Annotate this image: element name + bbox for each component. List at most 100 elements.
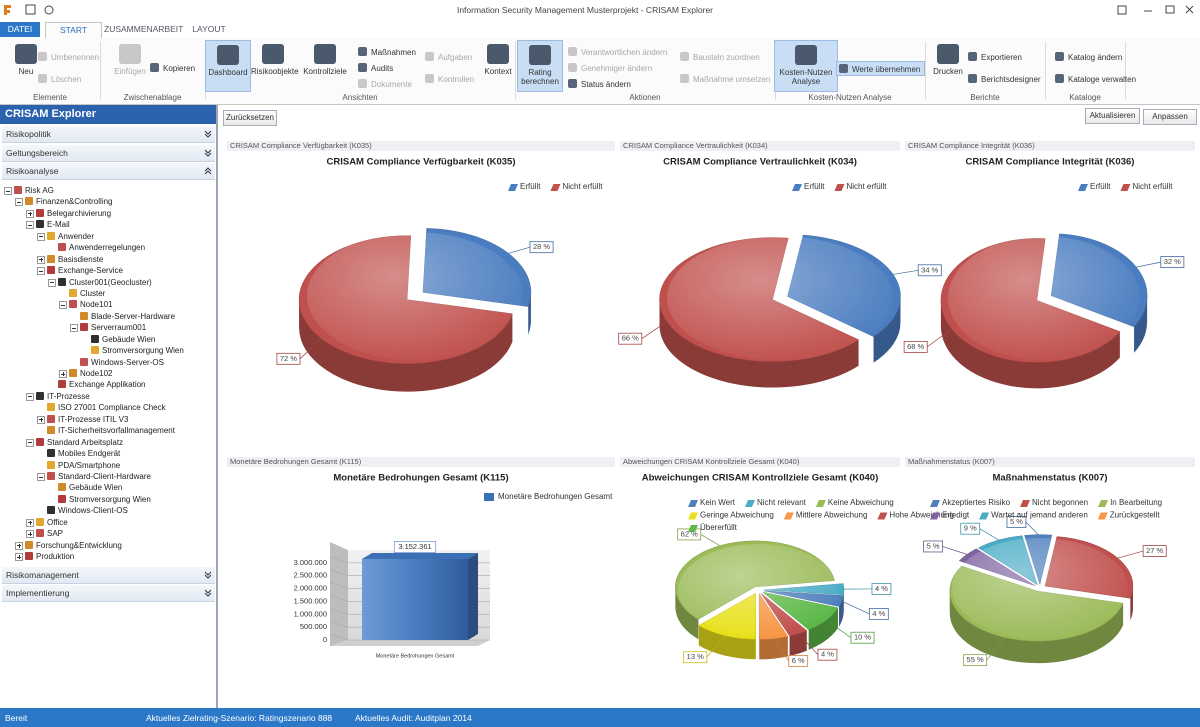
panel-header: [620, 457, 900, 467]
ribbon-button[interactable]: Umbenennen: [36, 50, 103, 63]
section-chevron[interactable]: [204, 149, 212, 157]
section-label: Geltungsbereich: [6, 147, 68, 158]
tree-icon: [69, 288, 77, 297]
bar: [362, 558, 468, 640]
ribbon-button[interactable]: Rating berechnen: [517, 40, 563, 92]
value-label: 5 %: [1010, 517, 1023, 526]
value-label: 28 %: [533, 242, 550, 251]
panel-header: [620, 141, 900, 151]
ribbon-button[interactable]: Drucken: [926, 40, 970, 90]
value-label: 13 %: [687, 652, 704, 661]
explorer-section[interactable]: Risikomanagement: [2, 567, 215, 584]
tree-icon: [80, 311, 88, 320]
legend-swatch: [744, 500, 755, 507]
ribbon-button[interactable]: Bausteln zuordnen: [678, 50, 764, 63]
legend-swatch: [484, 493, 494, 501]
ribbon-button[interactable]: Exportieren: [966, 50, 1026, 63]
section-chevron[interactable]: [204, 571, 212, 579]
refresh-button[interactable]: Aktualisieren: [1085, 108, 1140, 124]
ribbon-button[interactable]: Katalog ändern: [1053, 50, 1126, 63]
value-label: 32 %: [1164, 257, 1181, 266]
section-label: Risikomanagement: [6, 570, 79, 580]
ribbon-button[interactable]: Löschen: [36, 72, 85, 85]
maximize[interactable]: [1165, 5, 1175, 14]
value-label-box: [817, 648, 838, 661]
tree-expander: [48, 278, 56, 287]
panel-header-label: CRISAM Compliance Verfügbarkeit (K035): [230, 141, 372, 150]
tree-expander: [26, 518, 34, 527]
tree-expander: [26, 221, 34, 230]
ribbon-tab[interactable]: ZUSAMMENARBEIT: [104, 24, 184, 34]
ribbon: Elemente Neu Umbenennen Löschen Zwischenabla…: [0, 38, 1200, 105]
ribbon-button[interactable]: Genehmiger ändern: [566, 61, 656, 74]
ribbon-button[interactable]: Status ändern: [566, 77, 635, 90]
button-icon: [358, 47, 367, 56]
explorer-section[interactable]: Risikopolitik: [2, 126, 215, 143]
ribbon-button[interactable]: Dashboard: [205, 40, 251, 92]
value-label: 6 %: [792, 656, 805, 665]
section-chevron[interactable]: [204, 130, 212, 138]
tree-icon: [80, 357, 88, 366]
explorer-section[interactable]: Geltungsbereich: [2, 144, 215, 162]
tree-expander: [59, 370, 67, 379]
close[interactable]: [1185, 5, 1194, 14]
ribbon-tabs: DATEI START ZUSAMMENARBEIT LAYOUT: [0, 20, 1200, 39]
refresh-icon[interactable]: [44, 5, 54, 15]
ribbon-button[interactable]: Einfügen: [108, 40, 152, 90]
expander-bar: [28, 442, 32, 444]
value-label-box: [1006, 516, 1027, 528]
tree-icon: [36, 529, 44, 538]
ribbon-tab[interactable]: START: [45, 22, 102, 39]
legend-label: Erfüllt: [1090, 182, 1111, 191]
help-icon[interactable]: [1117, 5, 1127, 15]
ribbon-button[interactable]: Kontext: [476, 40, 520, 90]
ribbon-button[interactable]: Aufgaben: [423, 50, 476, 63]
expander-bar: [39, 476, 43, 478]
section-chevron[interactable]: [204, 167, 212, 175]
ribbon-button[interactable]: Risikoobjekte: [251, 40, 299, 90]
quick-access: [4, 4, 54, 15]
button-icon: [839, 64, 848, 73]
ribbon-button[interactable]: Maßnahmen: [356, 45, 420, 58]
ribbon-button[interactable]: Berichtsdesigner: [966, 72, 1045, 85]
section-chevron[interactable]: [204, 589, 212, 597]
explorer-section[interactable]: Risikoanalyse: [2, 163, 215, 180]
save-icon[interactable]: [25, 4, 36, 15]
ribbon-button[interactable]: Kontrollziele: [303, 40, 347, 90]
button-icon: [1055, 52, 1064, 61]
ribbon-button[interactable]: Audits: [356, 61, 397, 74]
button-label: Neu: [18, 67, 34, 76]
ribbon-button[interactable]: Werte übernehmen: [836, 61, 926, 76]
tree-icon: [47, 506, 55, 515]
explorer-section[interactable]: Implementierung: [2, 585, 215, 602]
tree-label: Anwenderregelungen: [69, 243, 146, 253]
ribbon-button[interactable]: Neu: [4, 40, 48, 90]
legend-swatch: [550, 184, 561, 191]
expander-bar: [40, 417, 42, 422]
button-label: Dashboard: [208, 68, 248, 77]
tree-icon: [36, 208, 44, 217]
ribbon-button[interactable]: Dokumente: [356, 77, 416, 90]
legend-swatch: [979, 512, 990, 520]
value-label: 72 %: [280, 354, 297, 363]
tree-label: Produktion: [36, 552, 75, 562]
tree-label: E-Mail: [47, 220, 70, 230]
ribbon-button[interactable]: Maßnahme umsetzen: [678, 72, 774, 85]
ribbon-button[interactable]: Kontrollen: [423, 72, 478, 85]
button-label: Drucken: [933, 67, 963, 76]
legend-label: Wartet auf jemand anderen: [991, 511, 1088, 520]
ribbon-button[interactable]: Kopieren: [148, 61, 199, 74]
ribbon-tab[interactable]: DATEI: [0, 22, 40, 37]
ribbon-button[interactable]: Verantwortlichen ändern: [566, 45, 671, 58]
customize-button[interactable]: Anpassen: [1143, 109, 1197, 125]
section-label: Implementierung: [6, 588, 70, 598]
ribbon-button[interactable]: Kosten-Nutzen Analyse: [774, 40, 838, 92]
ribbon-tab[interactable]: LAYOUT: [192, 24, 226, 34]
legend-label: Übererfüllt: [700, 523, 738, 532]
tree-icon: [47, 254, 55, 263]
tree-label: Standard-Client-Hardware: [58, 472, 151, 481]
ribbon-button[interactable]: Kataloge verwalten: [1053, 72, 1140, 85]
button-label: Dokumente: [371, 80, 412, 89]
reset-button[interactable]: Zurücksetzen: [223, 110, 277, 126]
button-icon: [119, 44, 141, 64]
